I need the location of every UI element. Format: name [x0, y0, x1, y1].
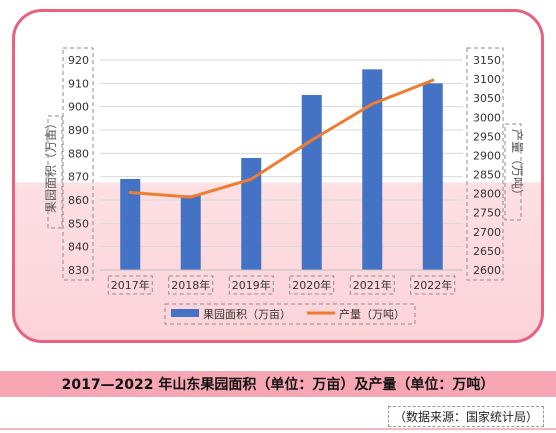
axes: 830 840 850 860 870 880 890 900 910 920 2600 2650 27… — [43, 47, 524, 295]
x-tick-box — [107, 275, 153, 295]
line-point — [189, 195, 193, 199]
x-tick-label: 2020年 — [292, 278, 331, 292]
y-right-tick-label: 2800 — [473, 188, 501, 201]
combo-chart: 830 840 850 860 870 880 890 900 910 920 2600 2650 27… — [43, 47, 524, 325]
bar — [120, 179, 141, 270]
y-left-tick-label: 880 — [68, 147, 89, 160]
line-point — [370, 102, 374, 106]
legend-label-bar: 果园面积（万亩） — [203, 307, 291, 321]
chart-frame: 830 840 850 860 870 880 890 900 910 920 2600 2650 27… — [12, 9, 544, 343]
x-tick-label: 2017年 — [111, 278, 150, 292]
x-tick-label: 2019年 — [232, 278, 271, 292]
source-divider — [0, 428, 556, 430]
y-right-axis-title: 产量（万吨） — [510, 129, 524, 201]
y-right-tick-label: 2750 — [473, 207, 501, 220]
legend: 果园面积（万亩） 产量（万吨） — [164, 303, 416, 325]
y-left-tick-label: 840 — [68, 241, 89, 254]
y-right-title-box — [504, 123, 522, 221]
bar — [301, 95, 322, 270]
chart-caption: 2017—2022 年山东果园面积（单位：万亩）及产量（单位：万吨） — [0, 371, 556, 397]
y-left-tick-label: 910 — [68, 77, 89, 90]
y-right-tick-label: 2650 — [473, 245, 501, 258]
x-tick-box — [289, 275, 335, 295]
grid-lines — [100, 59, 463, 271]
y-left-axis-title: 果园面积（万亩） — [43, 117, 58, 213]
x-tick-box — [168, 275, 214, 295]
y-left-tick-label: 830 — [68, 264, 89, 277]
y-left-axis-box — [62, 47, 94, 281]
x-tick-label: 2021年 — [353, 278, 392, 292]
line-path — [128, 78, 435, 199]
line-series — [128, 78, 435, 199]
x-tick-box — [410, 275, 456, 295]
y-right-tick-label: 3050 — [473, 92, 501, 105]
y-right-tick-label: 3150 — [473, 54, 501, 67]
line-point — [249, 177, 253, 181]
y-left-tick-label: 890 — [68, 124, 89, 137]
bar — [362, 69, 383, 270]
source-note: （数据来源：国家统计局） — [387, 406, 544, 427]
y-right-tick-label: 2900 — [473, 149, 501, 162]
line-point — [431, 78, 435, 82]
bar-series — [120, 69, 443, 270]
x-tick-box — [228, 275, 274, 295]
y-left-tick-label: 870 — [68, 171, 89, 184]
y-left-tick-label: 850 — [68, 217, 89, 230]
y-right-tick-label: 3000 — [473, 111, 501, 124]
x-tick-label: 2022年 — [413, 278, 452, 292]
legend-label-line: 产量（万吨） — [339, 307, 405, 321]
y-left-tick-label: 900 — [68, 101, 89, 114]
y-right-tick-label: 2700 — [473, 226, 501, 239]
y-left-tick-label: 860 — [68, 194, 89, 207]
y-left-title-box — [47, 115, 63, 229]
y-right-tick-label: 2950 — [473, 130, 501, 143]
caption-text: 2017—2022 年山东果园面积（单位：万亩）及产量（单位：万吨） — [61, 377, 495, 393]
bar — [422, 83, 443, 270]
legend-swatch-bar — [171, 309, 199, 317]
y-left-tick-label: 920 — [68, 54, 89, 67]
legend-box — [164, 303, 416, 325]
x-tick-label: 2018年 — [171, 278, 210, 292]
line-point — [128, 190, 132, 194]
x-tick-box — [349, 275, 395, 295]
y-right-tick-label: 2850 — [473, 169, 501, 182]
y-right-axis-box — [466, 47, 504, 281]
bar — [241, 158, 262, 270]
y-right-tick-label: 2600 — [473, 264, 501, 277]
line-point — [310, 138, 314, 142]
y-right-tick-label: 3100 — [473, 73, 501, 86]
bar — [180, 195, 201, 270]
